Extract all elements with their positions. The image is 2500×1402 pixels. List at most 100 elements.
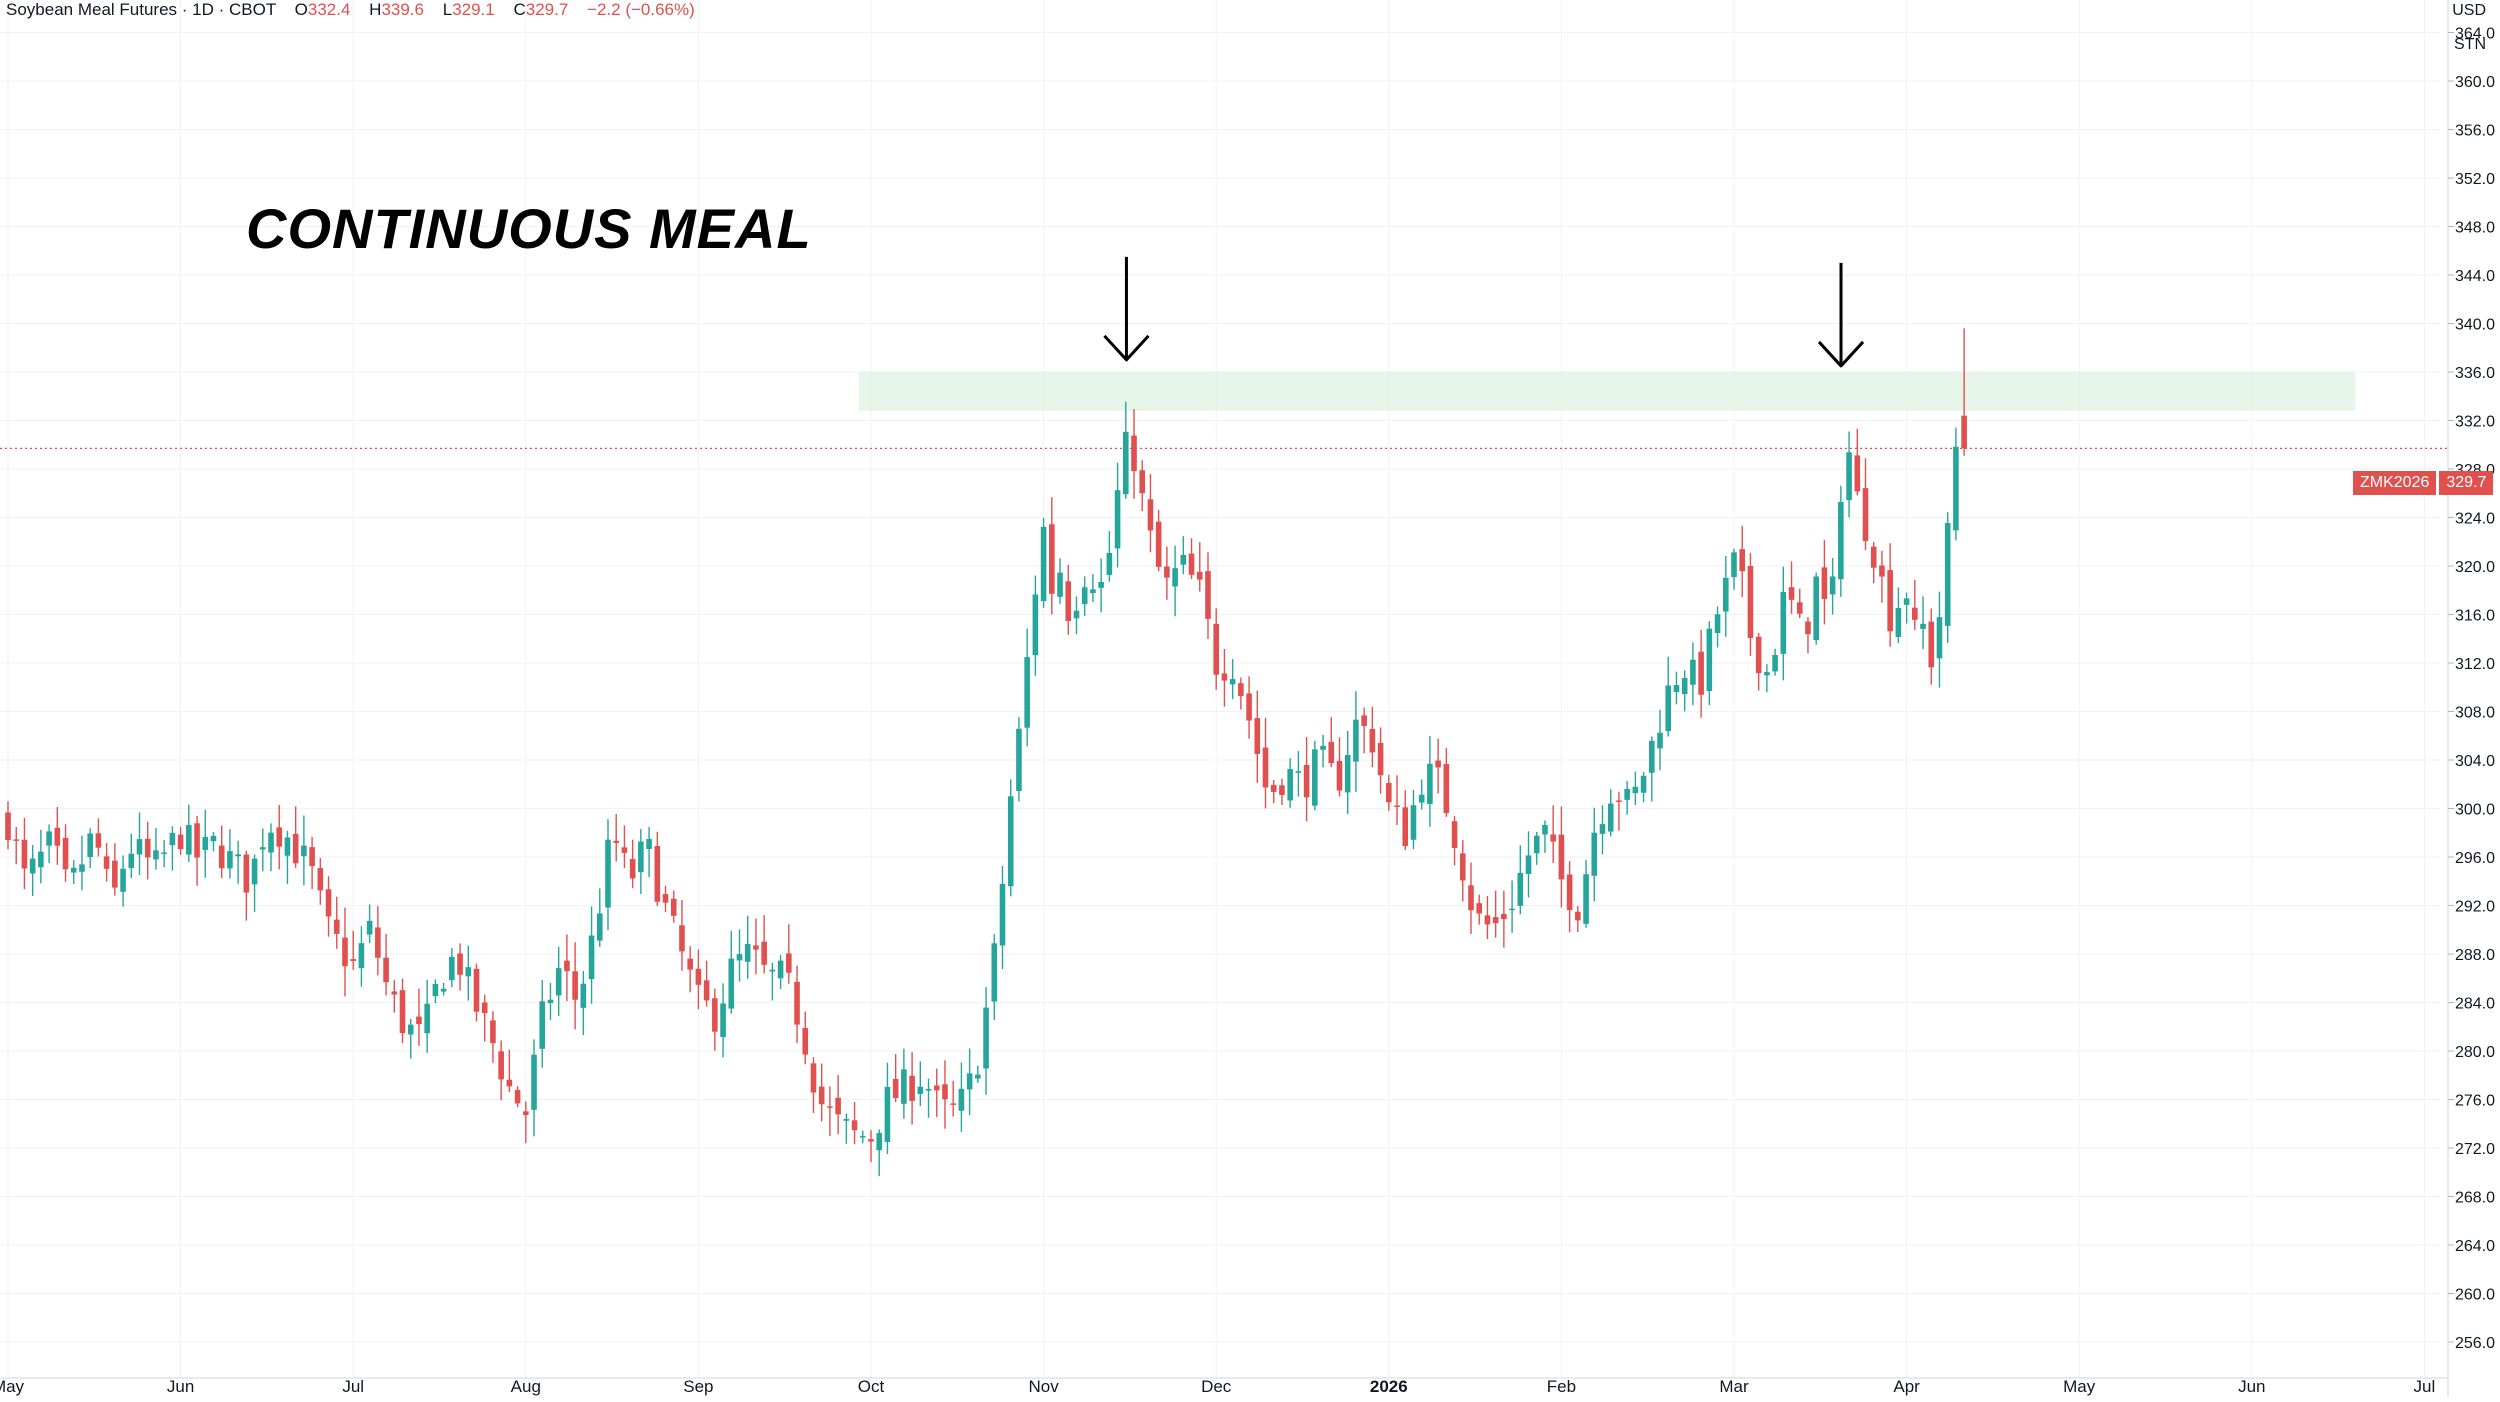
- candle-body: [284, 837, 291, 856]
- candle-body: [259, 847, 266, 850]
- candle-body: [1451, 821, 1458, 848]
- y-tick-label: 344.0: [2455, 268, 2495, 285]
- candle-body: [1796, 602, 1803, 614]
- x-tick-label: Aug: [511, 1377, 541, 1396]
- price-axis: 364.0 360.0 356.0 352.0 348.0 344.0 340.0 336.0…: [2447, 0, 2495, 1397]
- x-tick-label: Apr: [1893, 1377, 1920, 1396]
- candle-body: [1575, 911, 1581, 921]
- candle-body: [1944, 523, 1951, 626]
- candle-body: [662, 894, 669, 903]
- candle-body: [449, 956, 455, 981]
- candle-body: [1862, 488, 1869, 542]
- symbol-name: Soybean Meal Futures · 1D · CBOT: [6, 0, 276, 19]
- y-tick-label: 352.0: [2455, 171, 2495, 188]
- x-tick-label: May: [0, 1377, 25, 1396]
- candle-body: [440, 988, 447, 992]
- candle-body: [46, 831, 52, 846]
- candle-body: [523, 1111, 529, 1115]
- candle-body: [1953, 446, 1959, 531]
- y-tick-label: 340.0: [2455, 317, 2495, 334]
- candle-body: [1427, 763, 1433, 805]
- candle-body: [1566, 874, 1573, 911]
- candle-body: [1394, 805, 1400, 807]
- y-tick-label: 260.0: [2455, 1287, 2495, 1304]
- unit-label[interactable]: STN: [2454, 36, 2486, 53]
- candle-body: [1073, 610, 1080, 619]
- candle-body: [958, 1088, 965, 1111]
- y-tick-label: 280.0: [2455, 1044, 2495, 1061]
- candle-body: [112, 860, 118, 888]
- high-label: H: [369, 0, 382, 19]
- candle-body: [1509, 908, 1515, 911]
- x-tick-label: Jun: [167, 1377, 194, 1396]
- candle-body: [1755, 636, 1762, 674]
- candle-body: [1386, 782, 1392, 803]
- currency-label[interactable]: USD: [2452, 2, 2486, 19]
- candle-body: [983, 1007, 989, 1069]
- candle-body: [1016, 728, 1022, 791]
- candle-body: [555, 968, 562, 996]
- candle-body: [1607, 803, 1614, 832]
- y-tick-label: 276.0: [2455, 1093, 2495, 1110]
- open-value: 332.4: [307, 0, 351, 19]
- candle-body: [909, 1075, 915, 1101]
- candle-body: [202, 836, 209, 850]
- candle-body: [366, 920, 373, 935]
- candle-body: [892, 1078, 899, 1099]
- candle-body: [933, 1085, 940, 1091]
- candle-body: [629, 858, 636, 879]
- candle-body: [301, 845, 307, 857]
- candle-body: [490, 1020, 496, 1044]
- candle-body: [753, 945, 759, 950]
- candle-body: [1780, 591, 1787, 654]
- candle-body: [1303, 764, 1310, 798]
- candle-body: [670, 898, 677, 916]
- candle-body: [851, 1120, 858, 1131]
- candle-body: [901, 1069, 907, 1104]
- candle-body: [1320, 745, 1326, 750]
- grid: [0, 0, 2440, 1378]
- candle-body: [251, 858, 258, 885]
- candle-body: [975, 1074, 981, 1079]
- open-label: O: [294, 0, 308, 19]
- x-tick-label: Feb: [1547, 1377, 1576, 1396]
- candle-body: [1492, 917, 1499, 924]
- candle-body: [547, 999, 554, 1004]
- candle-body: [21, 839, 28, 869]
- candle-body: [769, 969, 776, 972]
- candle-body: [1131, 435, 1137, 472]
- candle-body: [268, 832, 274, 853]
- candle-body: [1410, 805, 1417, 840]
- candle-body: [1007, 796, 1014, 887]
- candle-body: [884, 1086, 891, 1142]
- candle-body: [1813, 576, 1819, 640]
- candle-body: [1525, 855, 1532, 874]
- candle-body: [1747, 566, 1754, 638]
- candle-body: [613, 840, 620, 843]
- symbol-header: Soybean Meal Futures · 1D · CBOT O332.4 …: [6, 0, 695, 20]
- candle-body: [1838, 501, 1844, 580]
- candle-body: [1764, 672, 1770, 676]
- candle-body: [235, 854, 241, 857]
- price-tag-symbol: ZMK2026: [2353, 471, 2437, 495]
- y-tick-label: 312.0: [2455, 656, 2495, 673]
- candle-body: [1624, 788, 1630, 800]
- candle-body: [506, 1079, 513, 1087]
- candle-body: [646, 838, 652, 849]
- y-tick-label: 316.0: [2455, 608, 2495, 625]
- candle-body: [1468, 885, 1474, 911]
- candle-body: [1772, 655, 1778, 672]
- candle-body: [679, 925, 685, 952]
- candle-body: [457, 953, 463, 975]
- candle-body: [1238, 683, 1244, 697]
- candle-body: [654, 846, 661, 902]
- candle-body: [1254, 718, 1261, 754]
- y-tick-label: 356.0: [2455, 123, 2495, 140]
- y-tick-label: 332.0: [2455, 414, 2495, 431]
- candle-body: [1459, 853, 1466, 881]
- candle-body: [1533, 835, 1540, 854]
- candle-body: [942, 1084, 948, 1100]
- candle-body: [128, 853, 135, 869]
- x-tick-label: Mar: [1719, 1377, 1749, 1396]
